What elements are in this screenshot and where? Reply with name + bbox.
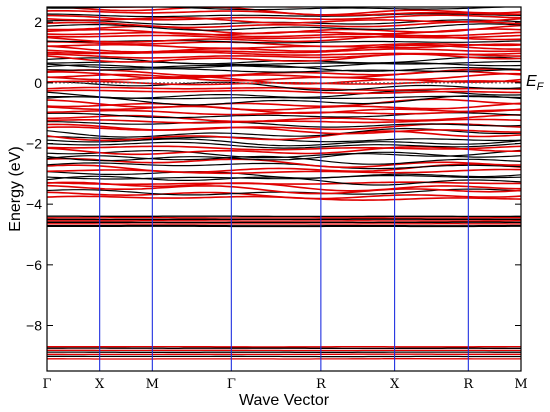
- band-line-spin-b: [47, 7, 521, 16]
- band-line-spin-b: [47, 105, 521, 114]
- y-tick-label: −2: [26, 136, 42, 152]
- band-line-spin-b: [47, 89, 521, 95]
- band-line-spin-a: [47, 0, 521, 5]
- axes: −8 −6 −4 −2 0 2 Γ X M Γ R X R M: [26, 6, 528, 392]
- band-line-spin-b: [47, 72, 521, 82]
- band-line-spin-a: [47, 68, 521, 73]
- band-line-spin-a: [47, 40, 521, 44]
- band-line-spin-b: [47, 181, 521, 186]
- band-line-spin-b: [47, 43, 521, 49]
- band-line-spin-a: [47, 149, 521, 159]
- band-line-spin-b: [47, 168, 521, 175]
- band-line-spin-a: [47, 64, 521, 72]
- band-line-spin-b: [47, 184, 521, 195]
- y-tick-label: −8: [26, 318, 42, 334]
- plot-area: [47, 0, 521, 371]
- band-line-spin-a: [115, 7, 158, 8]
- band-line-spin-b: [47, 126, 521, 135]
- band-line-spin-a: [47, 13, 521, 18]
- band-line-spin-b: [47, 53, 521, 63]
- band-line-spin-b: [47, 130, 521, 142]
- band-line-spin-a: [47, 175, 521, 180]
- band-line-spin-b: [47, 21, 521, 29]
- x-axis-label: Wave Vector: [239, 392, 330, 409]
- band-line-spin-a: [47, 121, 521, 128]
- band-line-spin-b: [47, 14, 521, 21]
- band-line-spin-a: [47, 23, 521, 31]
- fermi-level-symbol: E: [526, 73, 537, 90]
- band-line-spin-a: [47, 95, 521, 106]
- band-line-spin-a: [47, 138, 521, 147]
- x-tick-label: R: [463, 377, 474, 392]
- band-line-spin-b: [47, 146, 521, 156]
- band-line-spin-b: [47, 48, 521, 54]
- y-tick-label: −6: [26, 257, 42, 273]
- band-line-spin-b: [47, 145, 521, 151]
- y-axis-label: Energy (eV): [7, 146, 24, 231]
- band-line-spin-a: [47, 151, 521, 162]
- band-line-spin-b: [47, 31, 521, 38]
- x-tick-label: Γ: [227, 377, 236, 392]
- fermi-level-subscript: F: [537, 81, 545, 93]
- band-line-spin-a: [47, 7, 521, 11]
- band-line-spin-a: [47, 81, 521, 92]
- x-tick-label: X: [390, 377, 400, 392]
- fermi-level-label: EF: [526, 73, 545, 93]
- band-line-spin-b: [47, 41, 521, 48]
- band-line-spin-b: [47, 181, 521, 192]
- bands: [47, 0, 521, 360]
- y-tick-label: 0: [34, 75, 42, 91]
- y-tick-label: −4: [26, 196, 42, 212]
- x-tick-label: X: [95, 377, 105, 392]
- band-line-spin-b: [47, 98, 521, 108]
- band-line-spin-a: [47, 162, 521, 170]
- band-line-spin-b: [47, 34, 521, 40]
- x-tick-label: M: [514, 377, 527, 392]
- band-line-spin-a: [47, 170, 521, 179]
- band-line-spin-b: [47, 102, 521, 111]
- band-line-spin-b: [47, 157, 521, 169]
- band-line-spin-b: [47, 191, 521, 200]
- x-tick-label: M: [146, 377, 159, 392]
- x-tick-label: R: [316, 377, 327, 392]
- x-tick-label: Γ: [42, 377, 51, 392]
- band-line-spin-a: [47, 141, 521, 149]
- plot-frame: [46, 6, 522, 372]
- y-tick-label: 2: [34, 14, 42, 30]
- band-line-spin-b: [47, 163, 521, 174]
- band-line-spin-b: [47, 24, 521, 35]
